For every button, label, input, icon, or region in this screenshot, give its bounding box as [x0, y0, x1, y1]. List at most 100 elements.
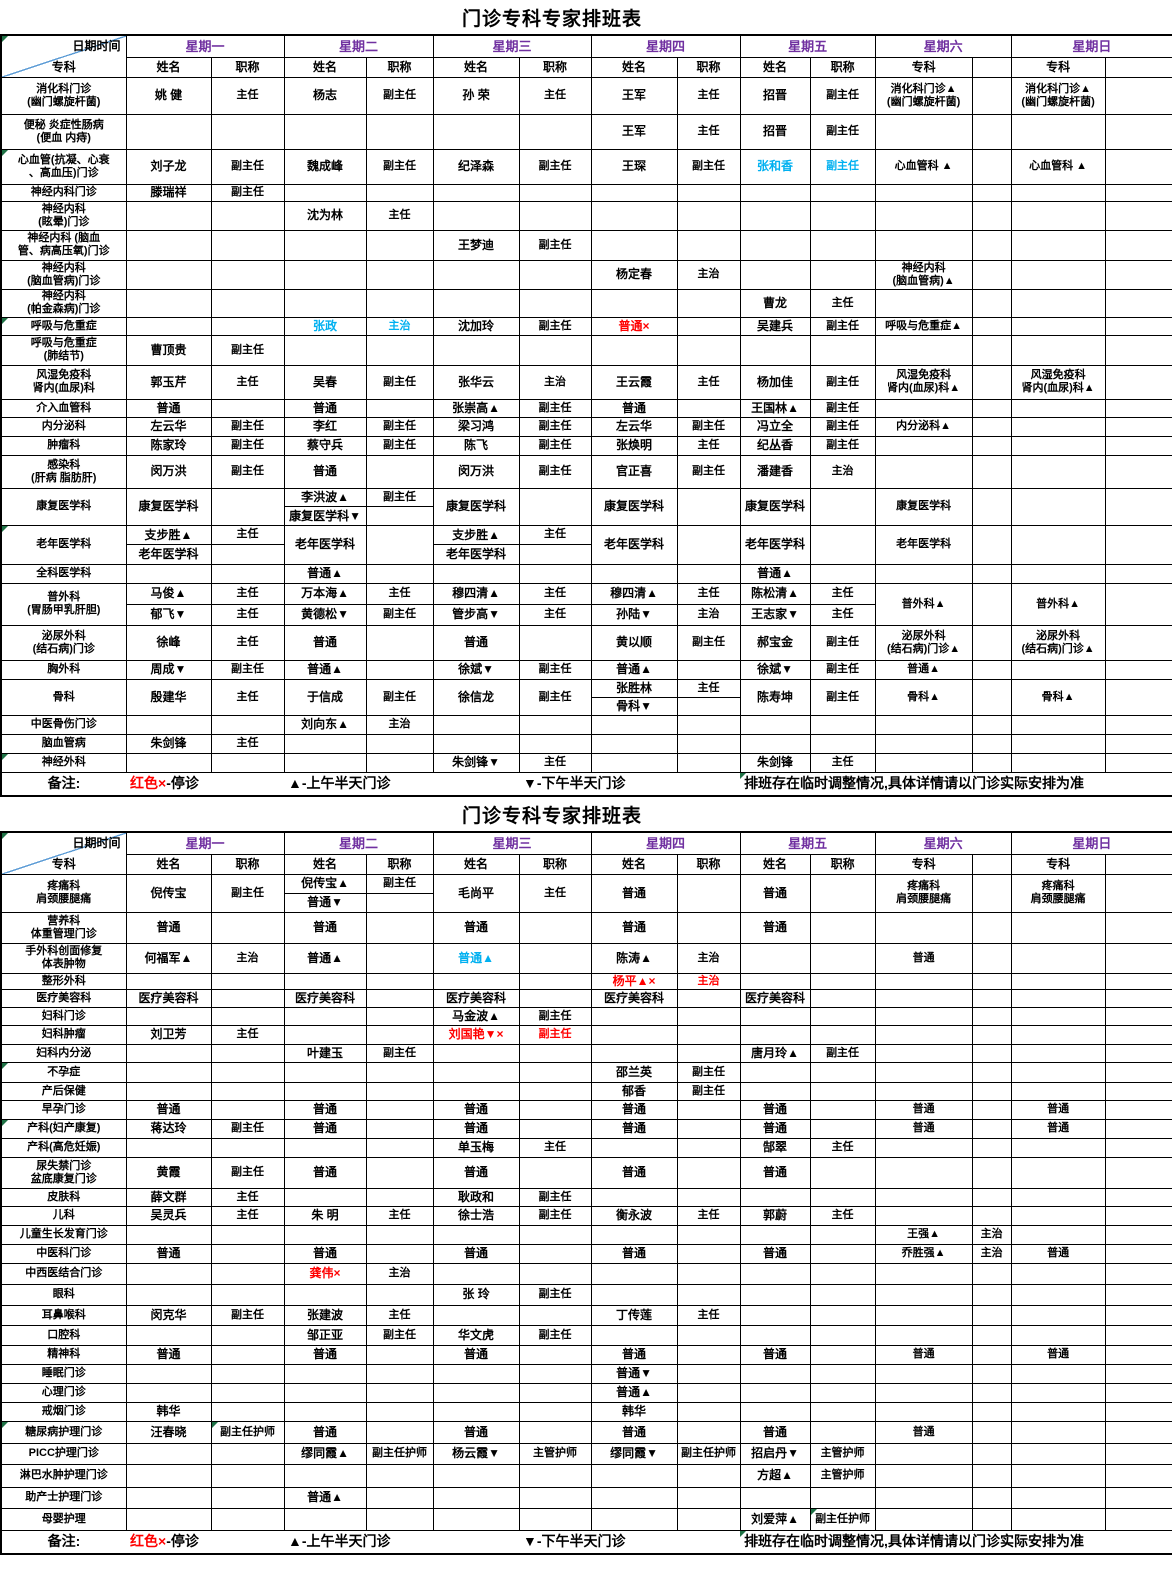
doctor-title-cell — [809, 1324, 876, 1346]
doctor-title-cell: 副主任 — [365, 364, 434, 400]
doctor-title-cell — [1104, 113, 1172, 150]
doctor-name-cell — [283, 1006, 367, 1026]
legend-item: 红色×-停诊 — [126, 771, 285, 797]
doctor-name-cell: 纪丛香 — [739, 435, 811, 456]
doctor-name-cell — [1010, 1156, 1106, 1189]
doctor-name-cell — [739, 1304, 811, 1326]
doctor-name-cell: 郁香 — [590, 1081, 678, 1101]
schedule-row: 消化科门诊 (幽门螺旋杆菌) 姚 健主任 杨志 副主任孙 荣主任 王军 主任 招晋 副主任 消化… — [0, 76, 1172, 115]
doctor-name-cell — [590, 1283, 678, 1306]
doctor-name-cell — [432, 1043, 520, 1063]
schedule-row: 助产士护理门诊 普通▲ — [0, 1486, 1172, 1509]
doctor-title-cell: 副主任 — [809, 398, 876, 418]
doctor-name-cell — [1010, 398, 1106, 418]
doctor-title-cell — [676, 696, 741, 716]
doctor-name-cell — [739, 1382, 811, 1403]
doctor-title-cell: 主治 — [971, 1243, 1012, 1264]
doctor-title-cell — [971, 1382, 1012, 1403]
schedule-row: 泌尿外科 (结石病)门诊 徐峰 主任 普通 普通 黄以顺 副主任 郝宝金 副主任 泌尿外科 (结石… — [0, 624, 1172, 661]
department-label: 妇科肿瘤 — [0, 1024, 127, 1045]
doctor-name-cell — [1010, 183, 1106, 202]
doctor-title-cell: 主任 — [518, 76, 592, 115]
doctor-name-cell: 姚 健 — [125, 76, 212, 115]
day-header-5: 星期五 — [739, 831, 876, 855]
doctor-name-cell: 老年医学科 — [874, 524, 973, 565]
doctor-name-cell — [590, 563, 678, 584]
doctor-name-cell — [874, 1043, 973, 1063]
doctor-title-cell: 副主任 — [518, 398, 592, 418]
doctor-title-cell — [365, 113, 434, 150]
doctor-title-cell — [210, 1486, 285, 1509]
doctor-title-cell: 副主任 — [210, 1304, 285, 1326]
doctor-name-cell — [432, 1382, 520, 1403]
doctor-name-cell — [590, 1324, 678, 1346]
doctor-title-cell — [971, 1507, 1012, 1531]
doctor-title-cell: 主任 — [210, 603, 285, 626]
doctor-name-cell: 孙陆▼ — [590, 603, 678, 626]
doctor-name-cell — [432, 1507, 520, 1531]
doctor-name-cell — [874, 752, 973, 773]
doctor-title-cell — [971, 229, 1012, 261]
doctor-title-cell: 主任 — [210, 1205, 285, 1226]
doctor-name-cell: 普通 — [432, 1243, 520, 1264]
doctor-title-cell: 主任 — [365, 1205, 434, 1226]
doctor-name-cell: 张崇高▲ — [432, 398, 520, 418]
doctor-title-cell — [971, 563, 1012, 584]
doctor-title-cell: 副主任 — [210, 1156, 285, 1189]
department-label: 儿童生长发育门诊 — [0, 1224, 127, 1245]
doctor-title-cell — [210, 544, 285, 565]
doctor-title-cell — [1104, 200, 1172, 231]
doctor-name-cell: 滕瑞祥 — [125, 183, 212, 202]
doctor-title-cell — [365, 659, 434, 680]
doctor-title-cell — [365, 183, 434, 202]
doctor-title-cell: 副主任 — [518, 659, 592, 680]
doctor-name-cell: 李洪波▲ — [283, 487, 367, 507]
doctor-name-cell: 医疗美容科 — [739, 988, 811, 1008]
schedule-row: 老年医学科 老年医学科 — [1, 544, 1172, 565]
doctor-title-cell — [971, 1420, 1012, 1444]
doctor-title-cell — [809, 1486, 876, 1509]
schedule-row: 糖尿病护理门诊 汪春晓 副主任护师 普通 普通 普通 普通 普通 — [0, 1420, 1172, 1444]
doctor-title-cell — [210, 911, 285, 944]
doctor-name-cell — [283, 259, 367, 290]
doctor-name-cell — [1010, 1006, 1106, 1026]
doctor-title-cell — [1104, 1401, 1172, 1422]
doctor-name-cell: 普通 — [432, 1156, 520, 1189]
doctor-name-cell — [1010, 1262, 1106, 1285]
day-header-2: 星期二 — [283, 831, 434, 855]
schedule-row: 口腔科 邹正亚 副主任 华文虎 副主任 — [0, 1324, 1172, 1346]
doctor-title-cell: 主治 — [676, 259, 741, 290]
doctor-title-cell: 主任 — [210, 624, 285, 661]
department-label: 尿失禁门诊 盆底康复门诊 — [0, 1156, 127, 1189]
doctor-title-cell — [1104, 1324, 1172, 1346]
doctor-name-cell — [739, 1324, 811, 1346]
doctor-title-cell — [365, 1081, 434, 1101]
department-label: 全科医学科 — [0, 563, 127, 584]
doctor-name-cell — [874, 1262, 973, 1285]
doctor-name-cell: 普通 — [874, 1118, 973, 1139]
schedule-row: 神经内科门诊 滕瑞祥 副主任 — [0, 183, 1172, 202]
department-label: PICC护理门诊 — [0, 1442, 127, 1465]
doctor-title-cell — [809, 714, 876, 735]
doctor-title-cell: 主任 — [809, 582, 876, 605]
legend-symbol: 红色× — [130, 775, 167, 792]
name-subheader: 姓名 — [590, 56, 678, 78]
doctor-name-cell — [739, 1401, 811, 1422]
doctor-title-cell — [971, 364, 1012, 400]
schedule-row: 尿失禁门诊 盆底康复门诊 黄霞 副主任 普通 普通 普通 普通 — [0, 1156, 1172, 1189]
doctor-title-cell — [676, 1006, 741, 1026]
doctor-name-cell: 普通 — [1010, 1243, 1106, 1264]
schedule-row: 中西医结合门诊 龚伟× 主治 — [0, 1262, 1172, 1285]
schedule-row: 中医科门诊 普通 普通 普通 普通 普通 乔胜强▲ 主治 普通 — [0, 1243, 1172, 1264]
doctor-name-cell: 纪泽森 — [432, 148, 520, 185]
doctor-name-cell — [1010, 1486, 1106, 1509]
doctor-name-cell — [874, 1442, 973, 1465]
doctor-name-cell — [1010, 752, 1106, 773]
doctor-title-cell — [365, 1006, 434, 1026]
doctor-title-cell — [809, 1243, 876, 1264]
department-label: 老年医学科 — [0, 524, 127, 565]
doctor-title-cell: 副主任 — [518, 1024, 592, 1045]
doctor-name-cell — [874, 1401, 973, 1422]
doctor-title-cell — [1104, 76, 1172, 115]
schedule-row: 眼科 张 玲副主任 — [0, 1283, 1172, 1306]
